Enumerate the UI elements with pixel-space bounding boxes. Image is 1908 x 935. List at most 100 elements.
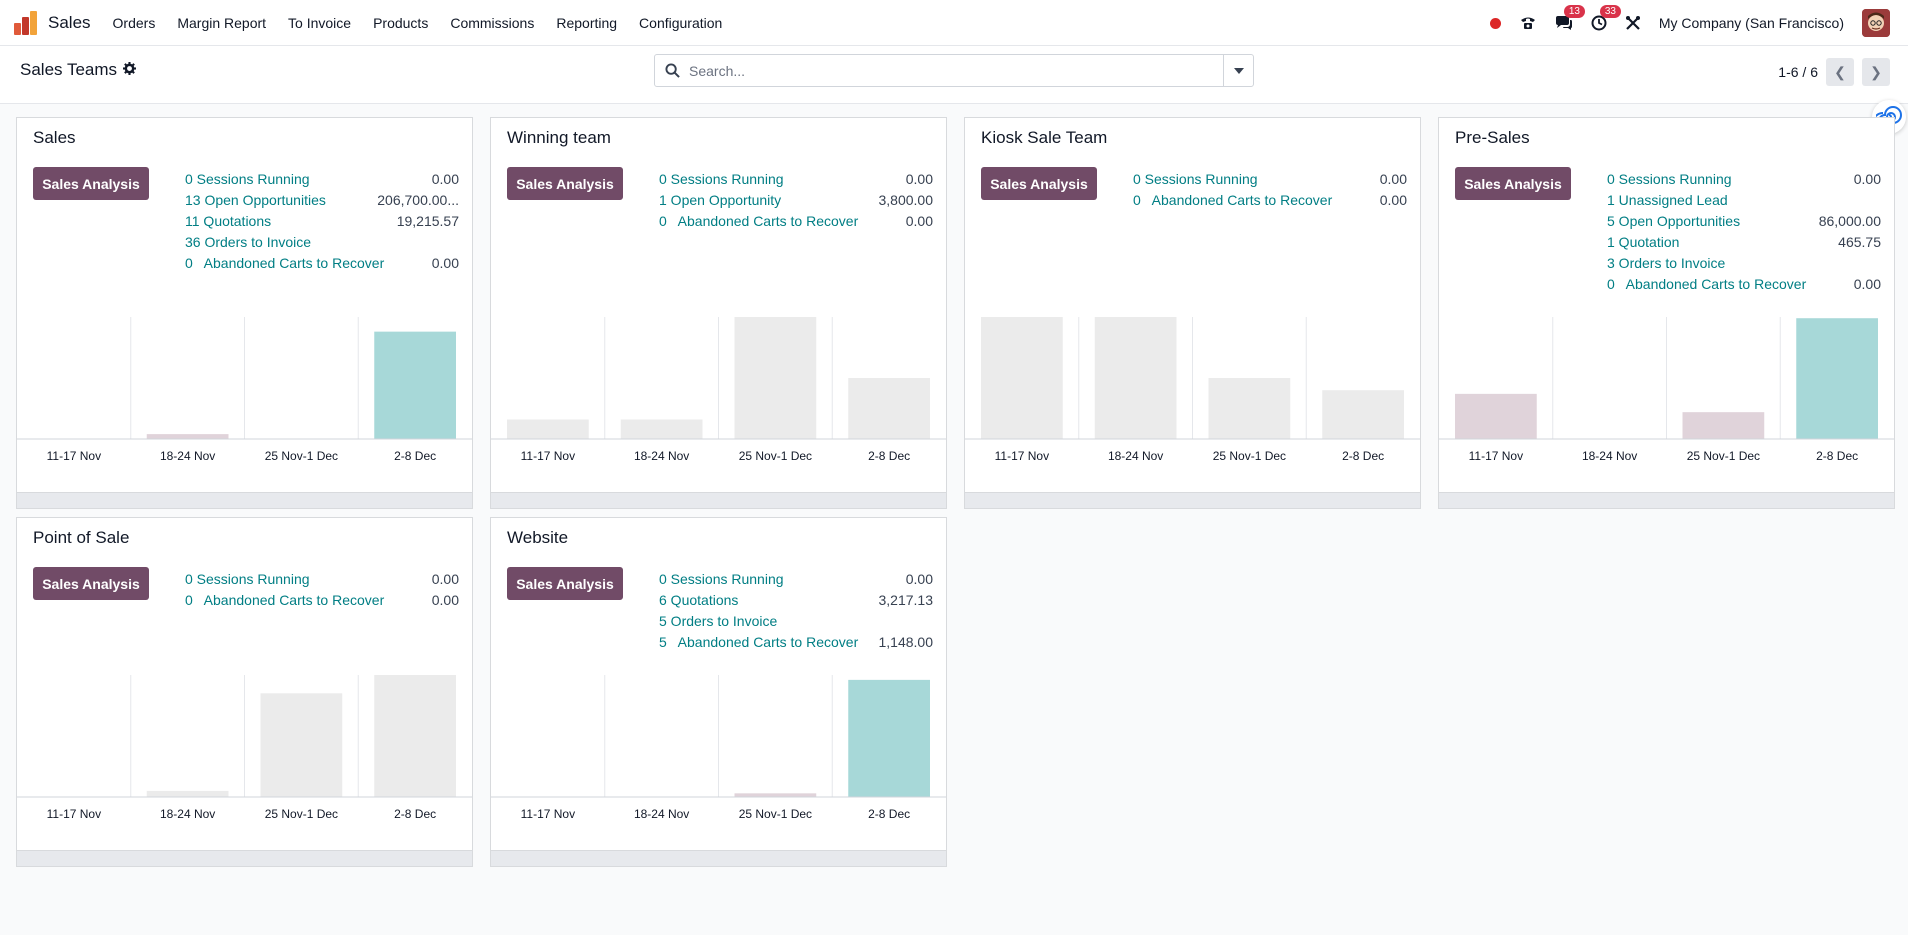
- stat-link[interactable]: 5 Orders to Invoice: [659, 612, 778, 629]
- team-name[interactable]: Sales: [33, 128, 76, 147]
- stat-value: 3,217.13: [878, 591, 934, 608]
- stat-link[interactable]: 0 Sessions Running: [659, 570, 784, 587]
- stat-row: 0 Abandoned Carts to Recover 0.00: [659, 210, 933, 231]
- chart-bar: [1796, 318, 1878, 439]
- chart-tick-label: 11-17 Nov: [1469, 449, 1523, 463]
- company-switcher[interactable]: My Company (San Francisco): [1658, 15, 1844, 31]
- team-name[interactable]: Pre-Sales: [1455, 128, 1530, 147]
- search-icon: [655, 63, 689, 78]
- team-weekly-chart[interactable]: 11-17 Nov 18-24 Nov 25 Nov-1 Dec 2-8 Dec: [491, 675, 946, 827]
- team-weekly-chart[interactable]: 11-17 Nov 18-24 Nov 25 Nov-1 Dec 2-8 Dec: [17, 675, 472, 827]
- team-card[interactable]: Kiosk Sale Team Sales Analysis 0 Sessions …: [964, 117, 1421, 509]
- phone-icon[interactable]: [1519, 15, 1537, 31]
- team-card[interactable]: Pre-Sales Sales Analysis 0 Sessions Runnin…: [1438, 117, 1895, 509]
- page-title-text[interactable]: Sales Teams: [20, 60, 118, 79]
- stat-row: 5 Open Opportunities 86,000.00: [1607, 210, 1881, 231]
- chart-bar: [1094, 317, 1177, 439]
- stat-row: 0 Sessions Running 0.00: [1607, 168, 1881, 189]
- stat-link[interactable]: 3 Orders to Invoice: [1607, 254, 1726, 271]
- stat-link[interactable]: 0 Sessions Running: [1133, 170, 1258, 187]
- activities-clock-icon[interactable]: 33: [1591, 5, 1621, 31]
- team-weekly-chart[interactable]: 11-17 Nov 18-24 Nov 25 Nov-1 Dec 2-8 Dec: [1439, 317, 1894, 469]
- chart-tick-label: 2-8 Dec: [1342, 449, 1384, 463]
- stat-link[interactable]: 1 Unassigned Lead: [1607, 191, 1728, 208]
- debug-tools-icon[interactable]: [1625, 15, 1641, 31]
- chart-tick-label: 11-17 Nov: [521, 449, 575, 463]
- stat-row: 3 Orders to Invoice: [1607, 252, 1881, 273]
- search-options-toggle[interactable]: [1223, 55, 1253, 86]
- stat-row: 0 Sessions Running 0.00: [185, 568, 459, 589]
- chart-tick-label: 2-8 Dec: [1816, 449, 1858, 463]
- menu-to-invoice[interactable]: To Invoice: [288, 14, 352, 31]
- team-name[interactable]: Kiosk Sale Team: [981, 128, 1108, 147]
- sales-analysis-button[interactable]: Sales Analysis: [33, 567, 149, 600]
- menu-products[interactable]: Products: [373, 14, 429, 31]
- stat-row: 36 Orders to Invoice: [185, 231, 459, 252]
- team-card[interactable]: Website Sales Analysis 0 Sessions Running 0…: [490, 517, 947, 867]
- card-footer: [491, 492, 946, 508]
- sales-analysis-button[interactable]: Sales Analysis: [1455, 167, 1571, 200]
- team-name[interactable]: Winning team: [507, 128, 611, 147]
- messages-icon[interactable]: 13: [1555, 5, 1585, 31]
- chevron-right-icon: ❯: [1870, 63, 1882, 80]
- stat-value: 19,215.57: [396, 212, 459, 229]
- chart-bar: [1322, 390, 1404, 439]
- menu-commissions[interactable]: Commissions: [450, 14, 535, 31]
- stat-link[interactable]: 0 Abandoned Carts to Recover: [659, 212, 859, 229]
- menu-orders[interactable]: Orders: [112, 14, 156, 31]
- team-card[interactable]: Sales Sales Analysis 0 Sessions Running 0.0…: [16, 117, 473, 509]
- menu-reporting[interactable]: Reporting: [556, 14, 618, 31]
- team-card[interactable]: Winning team Sales Analysis 0 Sessions Run…: [490, 117, 947, 509]
- stat-link[interactable]: 0 Abandoned Carts to Recover: [185, 591, 385, 608]
- stat-row: 6 Quotations 3,217.13: [659, 589, 933, 610]
- team-stats: 0 Sessions Running 0.00 13 Open Opportunit…: [185, 168, 459, 273]
- team-weekly-chart[interactable]: 11-17 Nov 18-24 Nov 25 Nov-1 Dec 2-8 Dec: [965, 317, 1420, 469]
- chart-bar: [374, 675, 456, 797]
- stat-link[interactable]: 1 Quotation: [1607, 233, 1680, 250]
- menu-margin-report[interactable]: Margin Report: [177, 14, 267, 31]
- stat-link[interactable]: 0 Sessions Running: [185, 570, 310, 587]
- stat-value: 0.00: [1379, 191, 1407, 208]
- team-name[interactable]: Website: [507, 528, 569, 547]
- chart-tick-label: 25 Nov-1 Dec: [265, 449, 338, 463]
- stat-link[interactable]: 5 Open Opportunities: [1607, 212, 1741, 229]
- team-card[interactable]: Point of Sale Sales Analysis 0 Sessions Ru…: [16, 517, 473, 867]
- team-stats: 0 Sessions Running 0.00 0 Abandoned Carts …: [185, 568, 459, 610]
- search-input[interactable]: [689, 62, 1223, 79]
- stat-link[interactable]: 0 Abandoned Carts to Recover: [1607, 275, 1807, 292]
- app-name[interactable]: Sales: [48, 12, 91, 32]
- sales-analysis-button[interactable]: Sales Analysis: [507, 567, 623, 600]
- stat-link[interactable]: 0 Sessions Running: [659, 170, 784, 187]
- stat-link[interactable]: 6 Quotations: [659, 591, 739, 608]
- team-weekly-chart[interactable]: 11-17 Nov 18-24 Nov 25 Nov-1 Dec 2-8 Dec: [491, 317, 946, 469]
- sales-app-logo-icon[interactable]: [14, 10, 38, 35]
- stat-link[interactable]: 36 Orders to Invoice: [185, 233, 312, 250]
- team-name[interactable]: Point of Sale: [33, 528, 130, 547]
- sales-analysis-button[interactable]: Sales Analysis: [507, 167, 623, 200]
- card-footer: [1439, 492, 1894, 508]
- menu-configuration[interactable]: Configuration: [639, 14, 723, 31]
- stat-link[interactable]: 1 Open Opportunity: [659, 191, 782, 208]
- pager-value[interactable]: 1-6 / 6: [1778, 64, 1818, 80]
- chart-bar: [507, 419, 589, 439]
- gear-icon[interactable]: [123, 60, 137, 80]
- pager-next-button[interactable]: ❯: [1862, 58, 1890, 86]
- stat-link[interactable]: 0 Abandoned Carts to Recover: [185, 254, 385, 271]
- pager-previous-button[interactable]: ❮: [1826, 58, 1854, 86]
- stat-link[interactable]: 5 Abandoned Carts to Recover: [659, 633, 859, 650]
- stat-row: 0 Sessions Running 0.00: [185, 168, 459, 189]
- chart-tick-label: 11-17 Nov: [995, 449, 1049, 463]
- user-avatar[interactable]: [1862, 9, 1890, 37]
- sales-analysis-button[interactable]: Sales Analysis: [981, 167, 1097, 200]
- stat-link[interactable]: 0 Sessions Running: [1607, 170, 1732, 187]
- stat-link[interactable]: 11 Quotations: [185, 212, 272, 229]
- chart-bar: [734, 317, 817, 439]
- recording-dot-icon[interactable]: [1489, 17, 1501, 29]
- chart-bar: [146, 434, 229, 439]
- control-panel: Sales Teams 1-6 / 6 ❮ ❯: [0, 46, 1908, 104]
- stat-link[interactable]: 0 Abandoned Carts to Recover: [1133, 191, 1333, 208]
- team-weekly-chart[interactable]: 11-17 Nov 18-24 Nov 25 Nov-1 Dec 2-8 Dec: [17, 317, 472, 469]
- stat-link[interactable]: 0 Sessions Running: [185, 170, 310, 187]
- sales-analysis-button[interactable]: Sales Analysis: [33, 167, 149, 200]
- stat-link[interactable]: 13 Open Opportunities: [185, 191, 326, 208]
